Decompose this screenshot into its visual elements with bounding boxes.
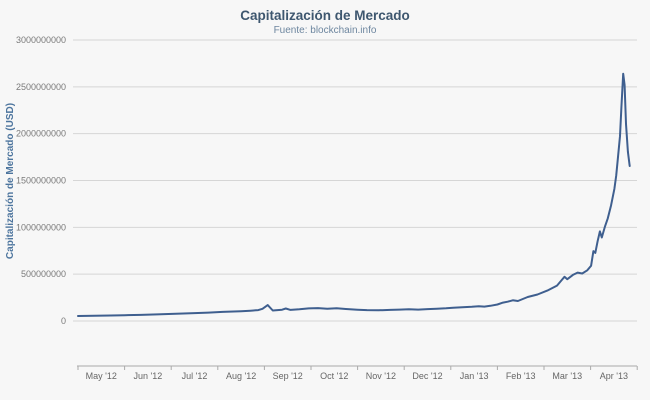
y-tick-label: 1000000000: [16, 222, 66, 232]
y-tick-label: 2500000000: [16, 82, 66, 92]
y-tick-label: 0: [61, 316, 66, 326]
x-tick-label: Oct '12: [320, 371, 348, 381]
y-axis-labels: 0 500000000 1000000000 1500000000 2000000000…: [16, 35, 66, 326]
y-tick-label: 1500000000: [16, 176, 66, 186]
y-axis-title: Capitalización de Mercado (USD): [5, 103, 16, 259]
x-tick-label: Feb '13: [506, 371, 536, 381]
x-tick-label: Aug '12: [226, 371, 256, 381]
x-tick-label: Nov '12: [366, 371, 396, 381]
x-tick-label: Jun '12: [134, 371, 163, 381]
y-gridlines: [73, 39, 637, 322]
x-tick-label: Dec '12: [412, 371, 442, 381]
x-axis: [77, 365, 638, 370]
x-tick-label: Sep '12: [273, 371, 303, 381]
chart-subtitle: Fuente: blockchain.info: [274, 25, 377, 36]
x-tick-label: Mar '13: [552, 371, 582, 381]
x-tick-label: Jan '13: [460, 371, 489, 381]
y-tick-label: 500000000: [21, 269, 66, 279]
chart-title: Capitalización de Mercado: [240, 8, 410, 23]
x-tick-label: May '12: [86, 371, 117, 381]
x-tick-label: Jul '12: [182, 371, 208, 381]
market-cap-series-line[interactable]: [77, 72, 631, 317]
x-tick-label: Apr '13: [600, 371, 628, 381]
x-axis-labels: May '12 Jun '12 Jul '12 Aug '12 Sep '12 Oct '…: [86, 371, 628, 381]
y-tick-label: 3000000000: [16, 35, 66, 45]
y-tick-label: 2000000000: [16, 129, 66, 139]
